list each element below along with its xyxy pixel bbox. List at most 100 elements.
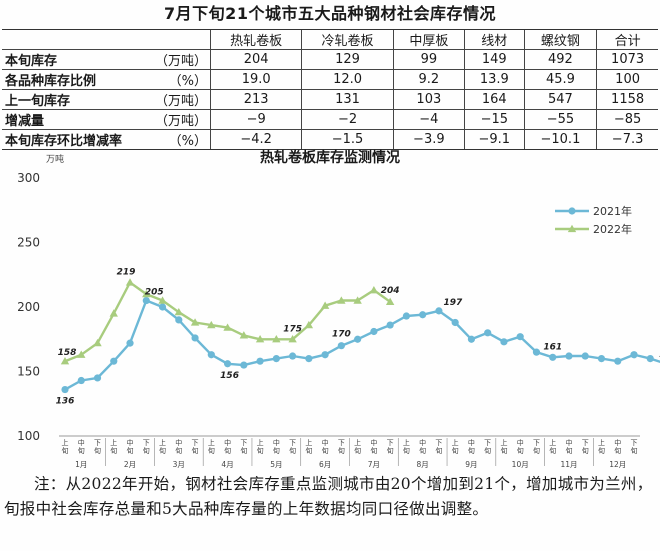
x-tick-char: 旬 [257,446,264,455]
table-title: 7月下旬21个城市五大品种钢材社会库存情况 [164,4,496,23]
chart-legend: 2021年 2022年 [555,204,632,236]
table-cell: −1.5 [301,129,394,150]
x-tick-label: 中旬 [322,438,329,455]
table-cell: 1073 [596,49,658,70]
x-tick-char: 上 [354,438,361,447]
x-month-label: 5月 [270,460,282,469]
series-0-point [516,333,524,341]
x-tick-label: 上旬 [110,438,117,455]
inventory-line-chart: 热轧卷板库存监测情况 万吨 100150200250300上旬中旬下旬上旬中旬下… [17,149,660,469]
x-tick-char: 中 [78,438,85,447]
x-tick-char: 旬 [614,446,621,455]
x-tick-char: 上 [598,438,605,447]
series-1-point [353,296,362,304]
series-0-point [467,335,476,343]
x-tick-char: 下 [143,439,150,447]
row-unit: （%） [148,129,211,150]
series-0-point [484,329,492,337]
table-cell: −7.3 [596,129,658,150]
x-tick-char: 旬 [468,446,475,455]
legend-marker-0 [568,207,576,215]
row-unit: （%） [148,69,211,90]
series-0-point [110,357,118,365]
series-1-point [142,289,151,298]
series-1-point [190,318,200,326]
col-header: 热轧卷板 [209,29,302,50]
x-tick-label: 上旬 [403,438,410,455]
data-label: 197 [444,298,464,308]
x-tick-label: 下旬 [143,439,150,455]
col-header: 冷轧卷板 [301,29,394,50]
y-tick-label: 300 [17,171,40,185]
chart-axes: 100150200250300上旬中旬下旬上旬中旬下旬上旬中旬下旬上旬中旬下旬上… [17,171,640,469]
series-line-1 [64,281,391,363]
data-label: 158 [58,348,77,358]
x-tick-char: 旬 [435,446,442,455]
x-tick-char: 旬 [305,446,312,455]
series-1-point [239,331,249,339]
series-1-point [125,278,135,286]
x-tick-char: 旬 [452,446,459,455]
x-tick-char: 下 [582,439,589,447]
x-tick-char: 旬 [208,446,215,455]
x-tick-label: 下旬 [631,439,638,455]
series-1-point [60,356,70,365]
x-tick-char: 下 [631,439,638,447]
series-0-point [354,335,362,343]
x-tick-label: 上旬 [208,438,215,455]
series-0-point [500,338,508,346]
x-tick-label: 中旬 [468,438,475,455]
x-tick-label: 上旬 [549,438,556,455]
x-tick-char: 旬 [533,446,540,455]
series-0-point [142,296,150,305]
series-0-point [630,351,638,359]
x-tick-char: 旬 [289,446,296,455]
series-1-point [320,301,330,309]
series-1-point [223,323,232,331]
data-label: 170 [332,330,351,340]
x-tick-label: 下旬 [533,439,540,455]
x-tick-label: 下旬 [435,439,442,455]
data-label: 175 [283,324,302,334]
table-cell: 103 [392,89,465,110]
x-month-label: 4月 [221,460,233,469]
x-tick-label: 上旬 [354,438,361,455]
series-0-point [93,374,102,382]
x-tick-char: 下 [435,439,442,447]
x-tick-char: 旬 [127,446,134,455]
series-1-point [369,286,379,294]
x-tick-label: 中旬 [419,438,426,455]
x-tick-char: 旬 [159,446,166,455]
series-0-point [207,351,215,359]
x-tick-char: 上 [62,438,69,447]
table-corner-cell [2,29,211,50]
y-axis-unit: 万吨 [46,153,64,165]
series-0-point [158,303,167,311]
col-header: 线材 [463,29,525,50]
x-tick-label: 上旬 [452,438,459,455]
table-row: 增减量 （万吨） −9 −2 −4 −15 −55 −85 [2,109,658,130]
table-header-row: 热轧卷板 冷轧卷板 中厚板 线材 螺纹钢 合计 [2,29,658,50]
x-tick-char: 中 [224,438,231,447]
x-tick-char: 旬 [484,446,491,455]
table-cell: 164 [463,89,525,110]
x-tick-char: 上 [305,438,312,447]
series-1-point [207,320,216,329]
table-cell: −15 [463,109,525,130]
x-tick-label: 中旬 [175,438,182,455]
table-cell: 213 [209,89,302,110]
series-0-point [272,355,280,363]
x-tick-char: 上 [500,438,507,447]
col-header: 中厚板 [392,29,465,50]
x-tick-char: 下 [192,439,199,447]
x-tick-char: 上 [452,438,459,447]
data-label: 205 [145,288,164,298]
series-0-point [337,342,345,350]
chart-series [60,278,660,394]
x-tick-char: 旬 [549,446,556,455]
series-0-point [191,334,199,342]
data-label: 204 [381,286,400,296]
x-tick-char: 旬 [565,446,572,455]
series-1-point [158,296,167,304]
series-0-point [370,327,378,336]
